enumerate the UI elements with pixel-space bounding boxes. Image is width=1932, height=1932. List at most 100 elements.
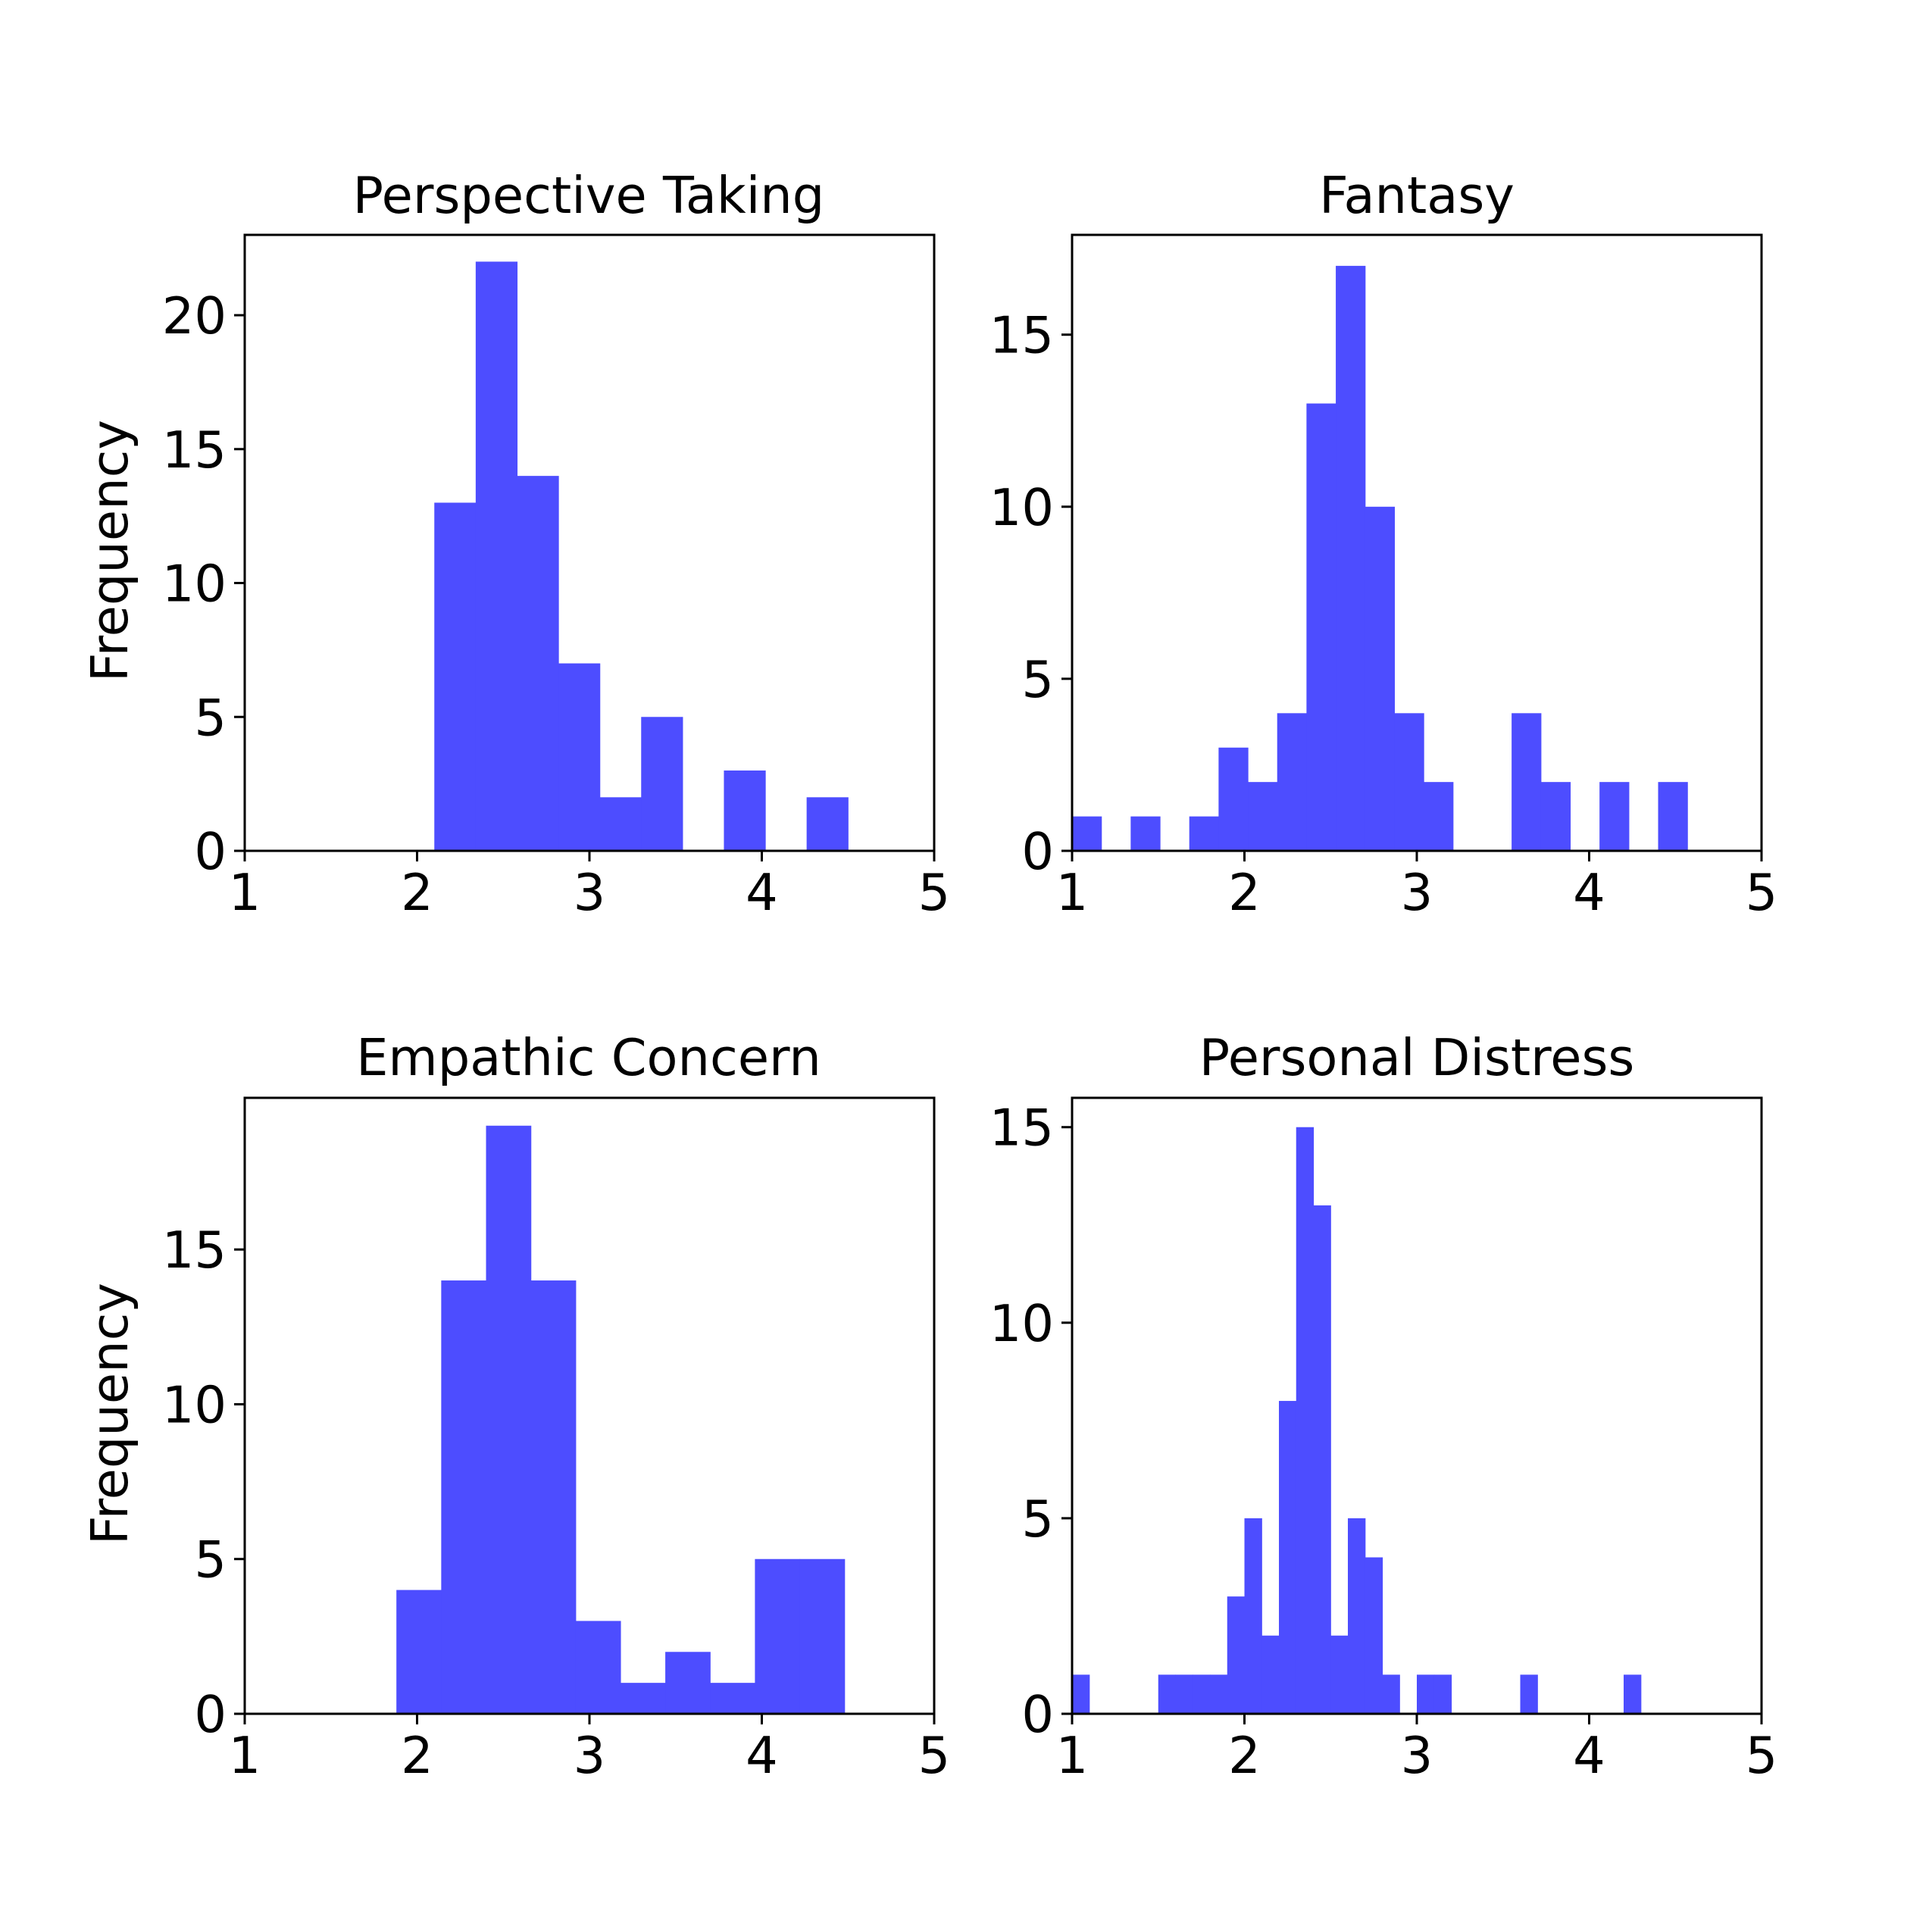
panel-empathic-concern: Empathic Concern Frequency 1 2 3 4 5 0 5 10 15 — [80, 1028, 950, 1785]
histogram-bar — [1599, 782, 1630, 851]
panel-personal-distress: Personal Distress 1 2 3 4 5 0 5 10 15 — [989, 1028, 1778, 1785]
histogram-bar — [599, 797, 642, 851]
histogram-bar — [1512, 713, 1542, 851]
histogram-bar — [575, 1621, 621, 1714]
histogram-bar — [641, 717, 683, 851]
plot-frame — [1071, 233, 1763, 852]
x-tick-label: 3 — [574, 863, 606, 922]
histogram-bar — [1189, 816, 1219, 851]
histogram-bar — [1227, 1596, 1246, 1714]
y-tick-label: 0 — [194, 1685, 227, 1744]
y-tick-label: 20 — [162, 286, 227, 345]
histogram-bar — [434, 502, 477, 851]
histogram-bar — [1158, 1674, 1177, 1714]
x-tick-label: 5 — [918, 863, 951, 922]
y-tick-label: 0 — [1021, 1685, 1054, 1744]
histogram-bar — [755, 1558, 801, 1714]
histogram-bar — [799, 1558, 846, 1714]
histogram-bar — [1424, 782, 1454, 851]
histogram-bar — [1072, 816, 1102, 851]
panel-title: Perspective Taking — [353, 166, 825, 225]
histogram-bar — [475, 261, 518, 852]
histogram-bar — [1313, 1205, 1331, 1714]
histogram-bar — [1365, 506, 1396, 851]
histogram-bar — [517, 476, 559, 851]
x-tick-label: 1 — [229, 1726, 261, 1785]
histogram-bar — [1365, 1557, 1383, 1714]
bars — [1072, 265, 1688, 851]
panel-fantasy: Fantasy 1 2 3 4 5 0 5 10 15 — [989, 166, 1778, 922]
histogram-bar — [1210, 1674, 1228, 1714]
histogram-bar — [1348, 1518, 1366, 1714]
histogram-bar — [710, 1683, 755, 1714]
histogram-bar — [1261, 1635, 1280, 1714]
y-tick-label: 10 — [162, 555, 227, 614]
bars — [434, 261, 849, 852]
y-tick-label: 10 — [162, 1375, 227, 1434]
y-tick-label: 5 — [194, 688, 227, 747]
axis-ticks: 1 2 3 4 5 0 5 10 15 — [989, 1099, 1778, 1785]
axis-ticks: 1 2 3 4 5 0 5 10 15 — [989, 306, 1778, 922]
x-tick-label: 4 — [1573, 863, 1605, 922]
y-tick-label: 5 — [1021, 650, 1054, 709]
x-tick-label: 2 — [1228, 863, 1261, 922]
histogram-bar — [1244, 1518, 1262, 1714]
panel-title: Empathic Concern — [356, 1028, 821, 1087]
histogram-bar — [1248, 782, 1278, 851]
histogram-bar — [1417, 1674, 1435, 1714]
x-tick-label: 2 — [401, 1726, 433, 1785]
y-axis-label: Frequency — [80, 1283, 139, 1545]
x-tick-label: 5 — [918, 1726, 951, 1785]
histogram-bar — [1394, 713, 1424, 851]
histogram-bar — [1130, 816, 1161, 851]
histogram-bar — [724, 770, 766, 851]
plot-frame — [243, 233, 936, 852]
x-tick-label: 5 — [1746, 1726, 1778, 1785]
histogram-bar — [1658, 782, 1688, 851]
histogram-bar — [806, 797, 849, 851]
x-tick-label: 1 — [229, 863, 261, 922]
histogram-bar — [665, 1652, 711, 1714]
x-tick-label: 3 — [1401, 863, 1433, 922]
x-tick-label: 2 — [1228, 1726, 1261, 1785]
histogram-bar — [1218, 747, 1249, 851]
bars — [1072, 1127, 1642, 1714]
histogram-bar — [1072, 1674, 1090, 1714]
histogram-bar — [530, 1280, 577, 1714]
histogram-bar — [1306, 403, 1336, 851]
histogram-bar — [1175, 1674, 1193, 1714]
histogram-bar — [1433, 1674, 1452, 1714]
histogram-bar — [1336, 265, 1366, 851]
panel-perspective-taking: Perspective Taking Frequency 1 2 3 4 5 0 5 10 15… — [80, 166, 950, 922]
x-tick-label: 1 — [1056, 863, 1089, 922]
histogram-bar — [486, 1125, 532, 1714]
x-tick-label: 1 — [1056, 1726, 1089, 1785]
y-tick-label: 5 — [194, 1530, 227, 1590]
y-tick-label: 0 — [194, 822, 227, 881]
x-tick-label: 4 — [746, 863, 778, 922]
panel-title: Fantasy — [1319, 166, 1515, 225]
axis-ticks: 1 2 3 4 5 0 5 10 15 20 — [162, 286, 951, 922]
histogram-bar — [441, 1280, 487, 1714]
bars — [396, 1125, 846, 1714]
x-tick-label: 3 — [1401, 1726, 1433, 1785]
axis-ticks: 1 2 3 4 5 0 5 10 15 — [162, 1221, 951, 1785]
x-tick-label: 3 — [574, 1726, 606, 1785]
histogram-bar — [1279, 1401, 1297, 1714]
histogram-bar — [1540, 782, 1571, 851]
y-axis-label: Frequency — [80, 420, 139, 682]
y-tick-label: 15 — [162, 420, 227, 480]
histogram-bar — [1296, 1127, 1315, 1714]
histogram-bar — [1624, 1674, 1642, 1714]
histogram-bar — [1382, 1674, 1400, 1714]
histogram-bar — [620, 1683, 666, 1714]
y-tick-label: 10 — [989, 1294, 1054, 1353]
x-tick-label: 2 — [401, 863, 433, 922]
y-tick-label: 5 — [1021, 1490, 1054, 1549]
x-tick-label: 5 — [1746, 863, 1778, 922]
histogram-bar — [1193, 1674, 1211, 1714]
y-tick-label: 10 — [989, 478, 1054, 537]
panel-title: Personal Distress — [1199, 1028, 1635, 1087]
